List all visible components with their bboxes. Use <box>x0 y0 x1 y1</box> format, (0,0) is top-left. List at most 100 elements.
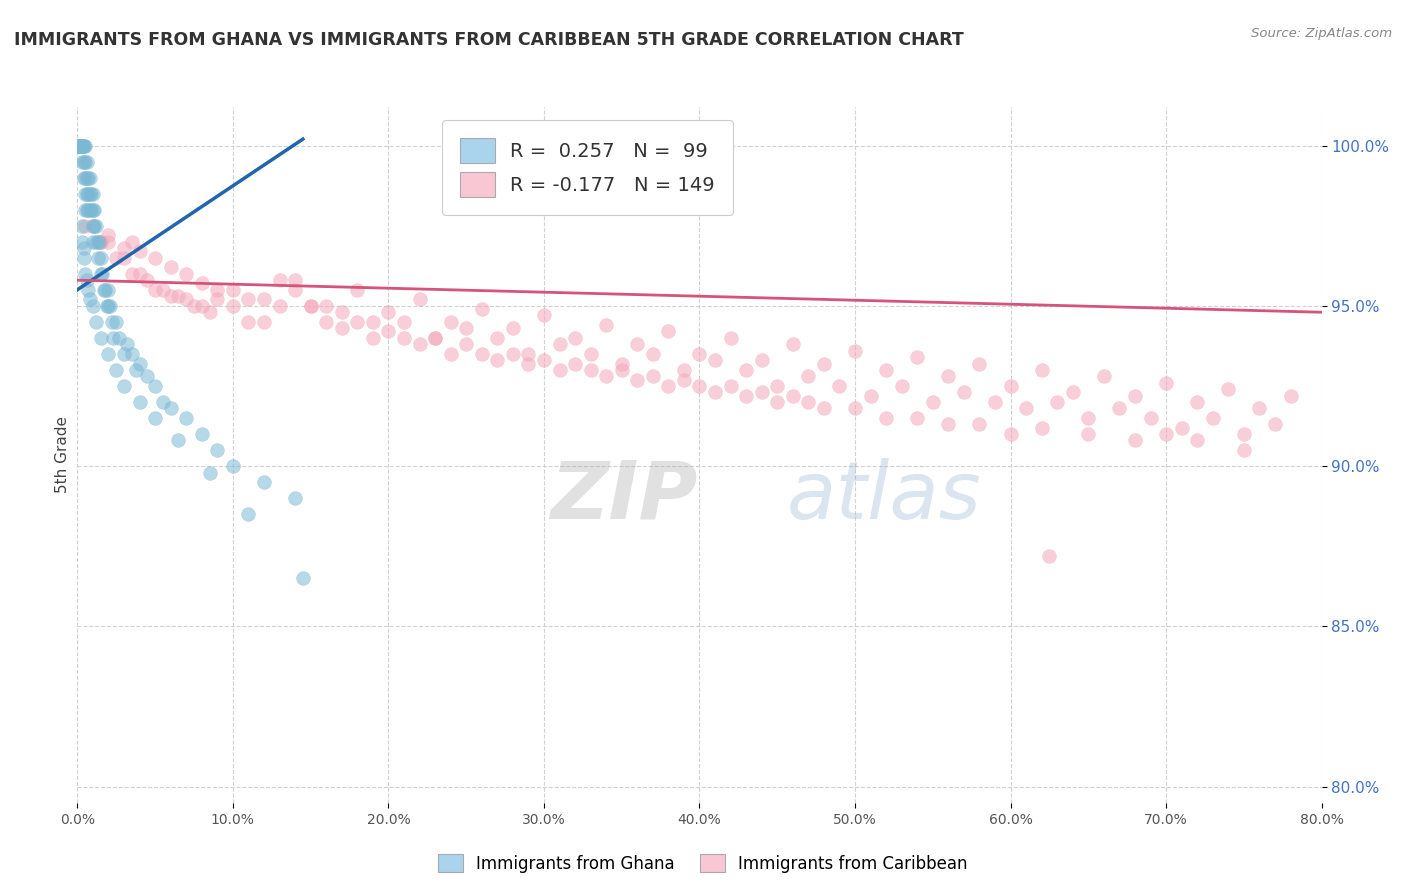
Point <box>517 357 540 371</box>
Point <box>1154 376 1177 390</box>
Point <box>84 315 107 329</box>
Point <box>72 138 94 153</box>
Point <box>105 363 128 377</box>
Point <box>76 186 98 201</box>
Point <box>1123 389 1146 403</box>
Point <box>72 154 94 169</box>
Point <box>284 283 307 297</box>
Point <box>672 363 695 377</box>
Point <box>641 369 664 384</box>
Point <box>174 293 197 307</box>
Point <box>69 138 91 153</box>
Text: Source: ZipAtlas.com: Source: ZipAtlas.com <box>1251 27 1392 40</box>
Point <box>97 283 120 297</box>
Point <box>128 395 150 409</box>
Point <box>128 267 150 281</box>
Point <box>751 353 773 368</box>
Point <box>377 305 399 319</box>
Point <box>75 202 97 217</box>
Point <box>595 369 617 384</box>
Point <box>984 395 1007 409</box>
Point <box>548 363 571 377</box>
Point <box>938 417 960 432</box>
Point <box>330 305 353 319</box>
Point <box>969 357 991 371</box>
Point <box>69 138 91 153</box>
Point <box>875 363 897 377</box>
Point <box>720 331 742 345</box>
Point <box>75 267 97 281</box>
Point <box>1279 389 1302 403</box>
Point <box>112 347 135 361</box>
Point <box>75 170 97 185</box>
Point <box>222 459 245 474</box>
Point <box>83 219 105 233</box>
Point <box>1170 420 1192 434</box>
Point <box>657 379 679 393</box>
Text: ZIP: ZIP <box>550 458 697 536</box>
Point <box>533 309 555 323</box>
Point <box>79 170 101 185</box>
Point <box>299 299 322 313</box>
Point <box>1031 363 1053 377</box>
Point <box>97 228 120 243</box>
Point <box>291 571 314 585</box>
Point <box>238 315 260 329</box>
Point <box>751 385 773 400</box>
Point <box>938 369 960 384</box>
Point <box>167 289 190 303</box>
Point <box>77 186 100 201</box>
Point <box>1015 401 1038 416</box>
Point <box>98 299 121 313</box>
Point <box>90 235 112 249</box>
Point <box>735 363 758 377</box>
Point <box>1154 427 1177 442</box>
Point <box>77 170 100 185</box>
Point <box>766 379 789 393</box>
Point <box>969 417 991 432</box>
Point <box>222 283 245 297</box>
Point <box>143 283 166 297</box>
Point <box>69 138 91 153</box>
Point <box>797 395 820 409</box>
Point <box>82 186 104 201</box>
Point <box>72 251 94 265</box>
Point <box>1249 401 1271 416</box>
Point <box>70 138 93 153</box>
Point <box>704 385 727 400</box>
Point <box>82 299 104 313</box>
Point <box>626 373 648 387</box>
Point <box>813 357 835 371</box>
Point <box>112 251 135 265</box>
Point <box>766 395 789 409</box>
Point <box>299 299 322 313</box>
Point <box>97 299 120 313</box>
Point <box>1233 427 1256 442</box>
Point <box>84 235 107 249</box>
Point <box>579 363 602 377</box>
Point <box>93 283 115 297</box>
Point <box>238 507 260 521</box>
Point <box>813 401 835 416</box>
Point <box>1038 549 1060 563</box>
Point <box>672 373 695 387</box>
Point <box>626 337 648 351</box>
Point <box>844 401 866 416</box>
Point <box>408 293 430 307</box>
Point <box>361 315 384 329</box>
Point <box>96 299 118 313</box>
Point <box>69 138 91 153</box>
Point <box>79 202 101 217</box>
Point <box>76 202 98 217</box>
Point <box>86 235 108 249</box>
Point <box>143 411 166 425</box>
Point <box>77 202 100 217</box>
Point <box>610 363 633 377</box>
Point <box>70 138 93 153</box>
Point <box>87 235 110 249</box>
Point <box>610 357 633 371</box>
Point <box>207 293 229 307</box>
Point <box>828 379 851 393</box>
Point <box>125 363 148 377</box>
Point <box>859 389 882 403</box>
